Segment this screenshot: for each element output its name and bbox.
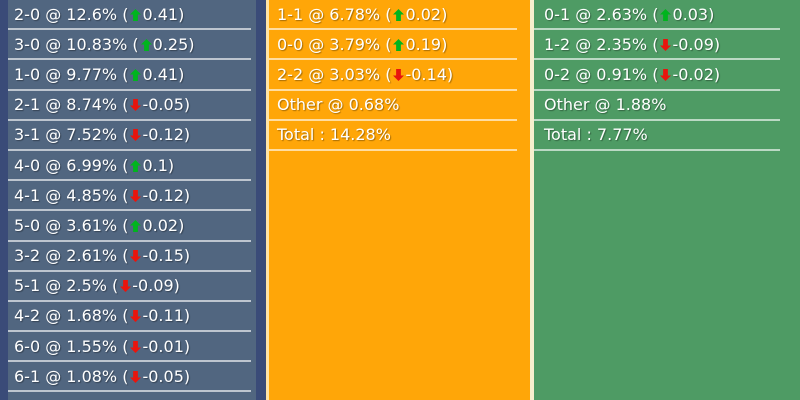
delta-value: -0.14): [405, 64, 454, 84]
score-and-probability: 0-1 @ 2.63% (: [544, 4, 659, 24]
score-and-probability: 1-0 @ 9.77% (: [14, 64, 129, 84]
score-and-probability: 6-0 @ 1.55% (: [14, 336, 129, 356]
up-arrow-icon: [130, 69, 142, 81]
down-arrow-icon: [130, 189, 142, 202]
other-row[interactable]: Other @ 0.68%: [269, 91, 517, 121]
other-row[interactable]: Other @ 1.88%: [534, 91, 780, 121]
total-row: Total : 7.77%: [534, 121, 780, 151]
score-row[interactable]: 1-0 @ 9.77% ( 0.41): [8, 60, 251, 91]
score-row[interactable]: 4-0 @ 6.99% ( 0.1): [8, 151, 251, 182]
score-row[interactable]: 2-1 @ 8.74% ( -0.05): [8, 91, 251, 121]
down-arrow-icon: [393, 69, 405, 81]
delta-value: -0.09): [132, 276, 180, 296]
score-and-probability: 3-2 @ 2.61% (: [14, 246, 129, 266]
delta-value: -0.09): [672, 34, 721, 54]
score-row[interactable]: 3-1 @ 7.52% ( -0.12): [8, 121, 251, 151]
down-arrow-icon: [130, 99, 142, 112]
score-and-probability: 5-0 @ 3.61% (: [14, 215, 129, 235]
down-arrow-icon: [120, 280, 132, 293]
score-row[interactable]: 0-0 @ 3.79% ( 0.19): [269, 30, 517, 61]
home-win-scores-panel: 2-0 @ 12.6% ( 0.41) 3-0 @ 10.83% ( 0.25) 1…: [0, 0, 266, 400]
delta-value: 0.02): [405, 4, 448, 24]
delta-value: -0.12): [142, 125, 191, 145]
delta-value: 0.25): [152, 34, 195, 54]
other-probability: Other @ 0.68%: [277, 95, 400, 115]
delta-value: -0.05): [142, 366, 191, 386]
draw-scores-panel: 1-1 @ 6.78% ( 0.02) 0-0 @ 3.79% ( 0.19) 2-…: [266, 0, 534, 400]
score-and-probability: 2-1 @ 8.74% (: [14, 95, 129, 115]
score-row[interactable]: 5-1 @ 2.5% ( -0.09): [8, 272, 251, 302]
score-and-probability: 0-2 @ 0.91% (: [544, 64, 659, 84]
down-arrow-icon: [130, 129, 142, 142]
score-row[interactable]: 4-1 @ 4.85% ( -0.12): [8, 181, 251, 212]
down-arrow-icon: [130, 250, 142, 263]
delta-value: -0.15): [142, 246, 191, 266]
up-arrow-icon: [393, 8, 405, 21]
delta-value: 0.02): [142, 215, 185, 235]
score-and-probability: 4-2 @ 1.68% (: [14, 306, 129, 326]
score-row[interactable]: 3-2 @ 2.61% ( -0.15): [8, 242, 251, 272]
away-win-scores-panel: 0-1 @ 2.63% ( 0.03) 1-2 @ 2.35% ( -0.09) 0…: [534, 0, 800, 400]
up-arrow-icon: [130, 159, 142, 172]
delta-value: -0.05): [142, 95, 191, 115]
up-arrow-icon: [130, 8, 142, 21]
delta-value: -0.11): [142, 306, 191, 326]
score-row[interactable]: 2-0 @ 12.6% ( 0.41): [8, 0, 251, 31]
delta-value: 0.41): [142, 4, 185, 24]
up-arrow-icon: [130, 219, 142, 232]
score-and-probability: 2-2 @ 3.03% (: [277, 64, 392, 84]
score-and-probability: 0-0 @ 3.79% (: [277, 34, 392, 54]
score-row[interactable]: 0-1 @ 2.63% ( 0.03): [534, 0, 780, 31]
delta-value: 0.03): [672, 4, 715, 24]
score-row[interactable]: 1-1 @ 6.78% ( 0.02): [269, 0, 517, 31]
delta-value: -0.01): [142, 336, 191, 356]
delta-value: 0.41): [142, 64, 185, 84]
delta-value: -0.12): [142, 185, 191, 205]
down-arrow-icon: [130, 340, 142, 353]
score-row[interactable]: 3-0 @ 10.83% ( 0.25): [8, 30, 251, 61]
delta-value: 0.19): [405, 34, 448, 54]
score-and-probability: 2-0 @ 12.6% (: [14, 4, 129, 24]
score-row[interactable]: 6-0 @ 1.55% ( -0.01): [8, 332, 251, 363]
down-arrow-icon: [130, 370, 142, 383]
up-arrow-icon: [140, 38, 152, 51]
score-and-probability: 4-0 @ 6.99% (: [14, 155, 129, 175]
total-row: Total : 14.28%: [269, 121, 517, 151]
delta-value: -0.02): [672, 64, 721, 84]
down-arrow-icon: [130, 310, 142, 323]
score-and-probability: 3-0 @ 10.83% (: [14, 34, 139, 54]
score-and-probability: 6-1 @ 1.08% (: [14, 366, 129, 386]
score-and-probability: 1-1 @ 6.78% (: [277, 4, 392, 24]
down-arrow-icon: [660, 38, 672, 51]
score-row[interactable]: 1-2 @ 2.35% ( -0.09): [534, 30, 780, 61]
score-row[interactable]: 0-2 @ 0.91% ( -0.02): [534, 60, 780, 91]
score-and-probability: 3-1 @ 7.52% (: [14, 125, 129, 145]
score-row[interactable]: 5-0 @ 3.61% ( 0.02): [8, 211, 251, 242]
up-arrow-icon: [393, 38, 405, 51]
delta-value: 0.1): [142, 155, 175, 175]
other-probability: Other @ 1.88%: [544, 95, 667, 115]
up-arrow-icon: [660, 8, 672, 21]
total-probability: Total : 14.28%: [277, 125, 391, 145]
score-row[interactable]: 4-2 @ 1.68% ( -0.11): [8, 302, 251, 333]
score-and-probability: 1-2 @ 2.35% (: [544, 34, 659, 54]
down-arrow-icon: [660, 69, 672, 81]
score-row[interactable]: 6-1 @ 1.08% ( -0.05): [8, 362, 251, 393]
score-and-probability: 4-1 @ 4.85% (: [14, 185, 129, 205]
score-and-probability: 5-1 @ 2.5% (: [14, 276, 119, 296]
total-probability: Total : 7.77%: [544, 125, 648, 145]
score-row[interactable]: 2-2 @ 3.03% ( -0.14): [269, 60, 517, 91]
